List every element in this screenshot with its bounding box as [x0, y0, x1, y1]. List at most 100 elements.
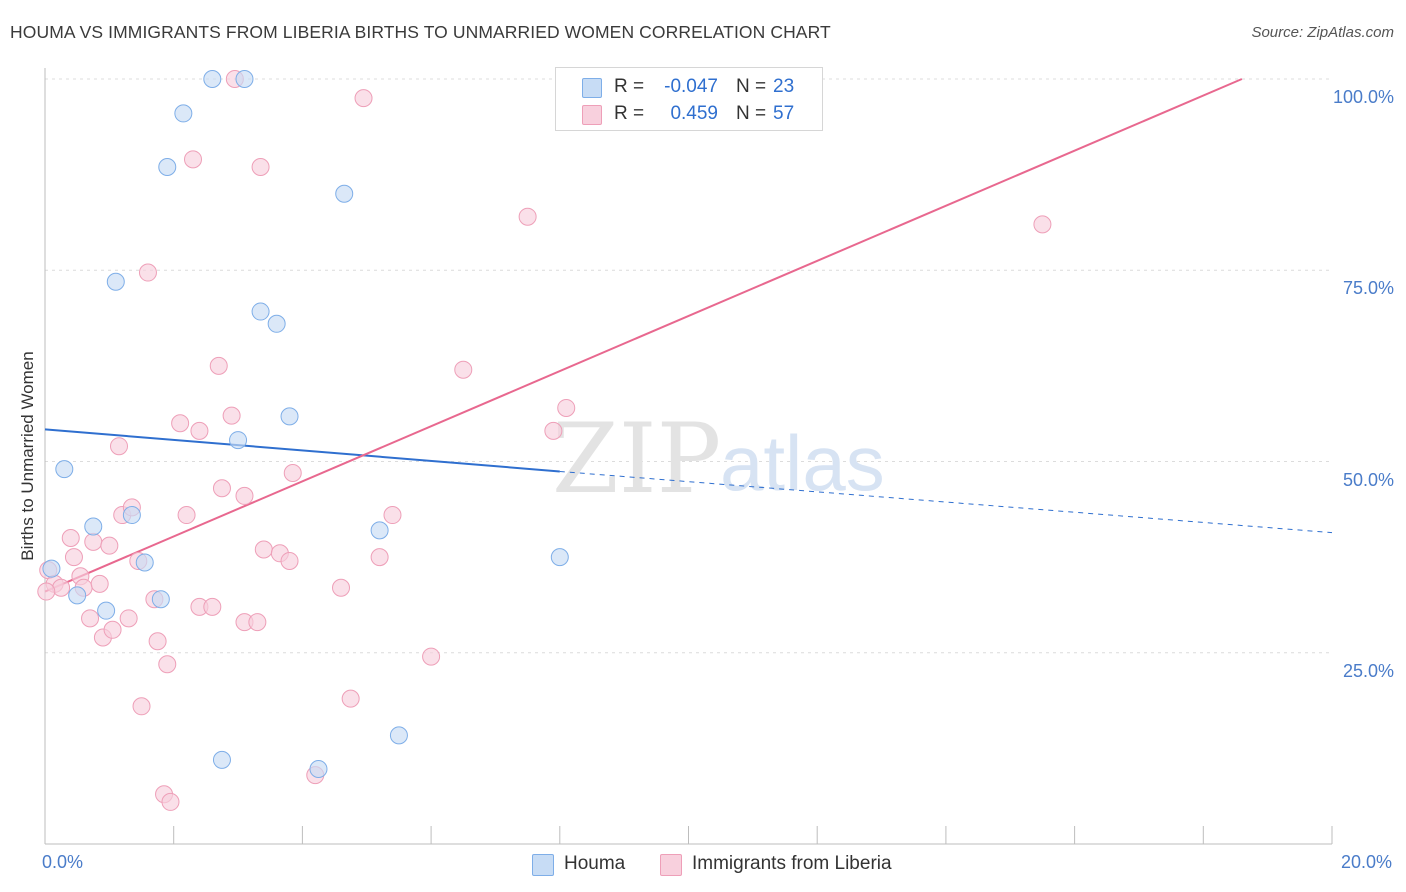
- y-axis-label: Births to Unmarried Women: [18, 351, 37, 561]
- liberia-swatch: [582, 105, 602, 125]
- liberia-point: [119, 609, 138, 628]
- x-tick-label: 20.0%: [1340, 852, 1392, 872]
- houma-point: [203, 70, 222, 88]
- liberia-point: [81, 609, 100, 628]
- watermark-atlas: atlas: [720, 419, 885, 507]
- houma-point: [174, 104, 193, 123]
- n-value: 23: [773, 76, 795, 97]
- houma-point: [251, 302, 270, 321]
- liberia-point: [90, 574, 109, 593]
- houma-point: [280, 407, 299, 426]
- liberia-trend-line: [44, 78, 1243, 593]
- liberia-point: [251, 157, 270, 176]
- r-label: R =: [614, 103, 645, 124]
- houma-point: [212, 750, 231, 769]
- liberia-point: [61, 529, 80, 547]
- liberia-point: [184, 150, 203, 169]
- liberia-point: [177, 506, 196, 525]
- liberia-point: [235, 486, 254, 505]
- liberia-point: [1033, 215, 1052, 234]
- houma-point: [68, 586, 87, 605]
- liberia-point: [190, 421, 209, 440]
- houma-point: [122, 506, 141, 525]
- liberia-point: [209, 356, 228, 375]
- y-tick-label: 25.0%: [1342, 660, 1394, 681]
- series-legend: Houma Immigrants from Liberia: [0, 852, 1406, 878]
- trend-lines: [44, 78, 1333, 593]
- axes: [44, 68, 1333, 845]
- data-points: [37, 70, 1052, 811]
- chart-title: HOUMA VS IMMIGRANTS FROM LIBERIA BIRTHS …: [10, 22, 831, 42]
- houma-point: [550, 548, 569, 567]
- houma-point: [389, 726, 408, 745]
- houma-point: [267, 314, 286, 333]
- liberia-point: [280, 551, 299, 570]
- houma-point: [235, 70, 254, 88]
- r-value: -0.047: [664, 76, 718, 97]
- liberia-point: [103, 620, 122, 639]
- liberia-point: [254, 540, 273, 559]
- y-tick-label: 75.0%: [1342, 278, 1394, 299]
- liberia-point: [171, 414, 190, 433]
- r-label: R =: [614, 76, 645, 97]
- liberia-point: [84, 532, 103, 551]
- houma-point: [229, 431, 248, 450]
- houma-legend-swatch: [532, 854, 554, 876]
- liberia-point: [454, 360, 473, 379]
- n-label: N =: [736, 103, 767, 124]
- liberia-legend-swatch: [660, 854, 682, 876]
- liberia-point: [354, 89, 373, 108]
- liberia-point: [383, 506, 402, 525]
- liberia-point: [341, 689, 360, 708]
- liberia-point: [110, 437, 129, 456]
- liberia-point: [283, 463, 302, 482]
- liberia-legend-label: Immigrants from Liberia: [692, 853, 892, 874]
- houma-point: [97, 601, 116, 620]
- houma-point: [42, 559, 61, 578]
- houma-point: [151, 590, 170, 609]
- liberia-point: [370, 548, 389, 567]
- liberia-point: [64, 548, 83, 567]
- y-tick-label: 50.0%: [1342, 469, 1394, 490]
- source-credit: Source: ZipAtlas.com: [1251, 24, 1394, 41]
- liberia-point: [518, 207, 537, 226]
- liberia-point: [138, 263, 157, 282]
- liberia-point: [158, 655, 177, 674]
- houma-swatch: [582, 78, 602, 98]
- liberia-point: [212, 479, 231, 498]
- liberia-point: [222, 406, 241, 425]
- houma-point: [309, 760, 328, 779]
- y-tick-label: 100.0%: [1332, 87, 1394, 107]
- liberia-point: [132, 697, 151, 716]
- liberia-point: [148, 632, 167, 651]
- stats-legend: R = -0.047 N = 23 R = 0.459 N = 57: [555, 67, 823, 131]
- watermark-zip: ZIP: [552, 403, 721, 515]
- n-label: N =: [736, 76, 767, 97]
- houma-point: [55, 460, 74, 479]
- houma-legend-label: Houma: [564, 853, 626, 874]
- houma-point: [106, 272, 125, 291]
- liberia-point: [100, 536, 119, 555]
- legend-row-liberia: R = 0.459 N = 57: [556, 100, 822, 128]
- liberia-point: [161, 792, 180, 811]
- houma-point: [370, 521, 389, 540]
- n-value: 57: [773, 103, 795, 124]
- liberia-point: [422, 647, 441, 666]
- houma-point: [135, 553, 154, 572]
- houma-trend-line: [44, 428, 560, 473]
- liberia-point: [52, 578, 71, 597]
- liberia-point: [248, 613, 267, 632]
- x-tick-label: 0.0%: [42, 852, 84, 872]
- houma-point: [84, 517, 103, 536]
- r-value: 0.459: [670, 103, 718, 124]
- legend-row-houma: R = -0.047 N = 23: [556, 73, 822, 101]
- liberia-point: [544, 421, 563, 440]
- houma-point: [158, 157, 177, 176]
- gridlines: [45, 78, 1332, 654]
- houma-point: [335, 184, 354, 203]
- liberia-point: [557, 398, 576, 417]
- liberia-point: [203, 597, 222, 616]
- liberia-point: [332, 578, 351, 597]
